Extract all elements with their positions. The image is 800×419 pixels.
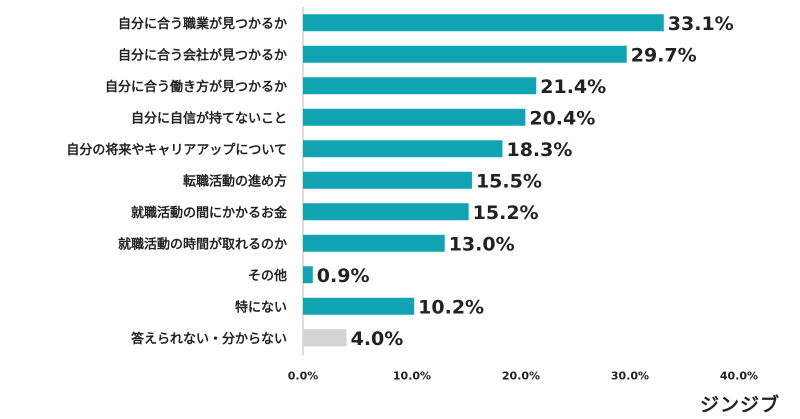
value-label: 15.5% — [476, 170, 542, 192]
value-label: 20.4% — [529, 107, 595, 129]
x-tick-label: 20.0% — [502, 370, 540, 383]
bar — [303, 329, 347, 347]
bar — [303, 108, 526, 126]
category-label: 自分に合う職業が見つかるか — [118, 16, 287, 32]
category-label: 特にない — [235, 299, 287, 315]
x-tick-label: 10.0% — [393, 370, 431, 383]
bar — [303, 171, 472, 189]
category-label: その他 — [248, 268, 287, 284]
bar — [303, 266, 313, 284]
x-tick-label: 30.0% — [611, 370, 649, 383]
bar — [303, 77, 537, 95]
bar — [303, 140, 503, 158]
value-label: 0.9% — [317, 265, 370, 287]
category-label: 自分の将来やキャリアアップについて — [66, 142, 287, 158]
bars-group: 自分に合う職業が見つかるか 33.1% 自分に合う会社が見つかるか 29.7% 自分に合… — [66, 13, 758, 383]
bar — [303, 14, 664, 32]
value-label: 29.7% — [631, 44, 697, 66]
value-label: 33.1% — [668, 13, 734, 35]
category-label: 自分に合う働き方が見つかるか — [105, 79, 287, 95]
value-label: 4.0% — [351, 328, 404, 350]
category-label: 自分に自信が持てないこと — [131, 110, 287, 126]
brand-logo: ジンジブ — [699, 394, 780, 416]
bar — [303, 234, 445, 252]
category-label: 転職活動の進め方 — [183, 173, 287, 189]
category-label: 答えられない・分からない — [131, 331, 287, 347]
category-label: 就職活動の時間が取れるのか — [118, 236, 287, 252]
bar — [303, 297, 415, 315]
category-label: 就職活動の間にかかるお金 — [131, 205, 288, 221]
x-tick-label: 40.0% — [720, 370, 758, 383]
value-label: 13.0% — [449, 233, 515, 255]
bar — [303, 45, 627, 63]
value-label: 18.3% — [506, 139, 572, 161]
value-label: 10.2% — [418, 296, 484, 318]
value-label: 21.4% — [540, 76, 606, 98]
value-label: 15.2% — [473, 202, 539, 224]
bar — [303, 203, 469, 221]
category-label: 自分に合う会社が見つかるか — [118, 47, 287, 63]
x-tick-label: 0.0% — [288, 370, 319, 383]
